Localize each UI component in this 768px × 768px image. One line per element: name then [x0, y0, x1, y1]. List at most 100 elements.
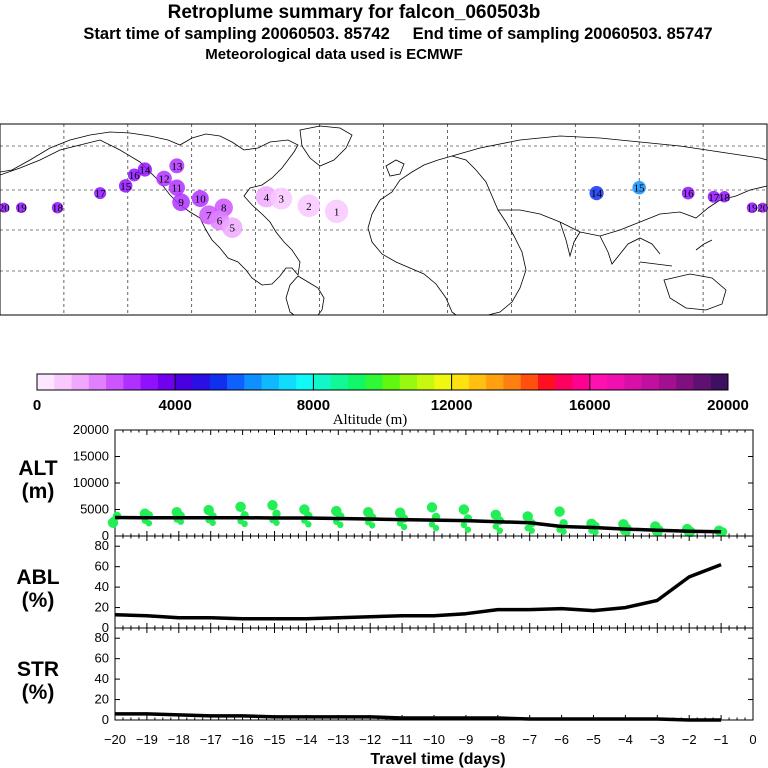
alt-scatter-point — [235, 501, 246, 513]
y-tick-label: 5000 — [80, 502, 109, 517]
alt-scatter-point — [331, 505, 342, 517]
y-axis-label-alt: (m) — [22, 480, 55, 503]
colorbar-swatch — [503, 374, 522, 390]
x-tick-label: −15 — [263, 732, 285, 747]
x-tick-label: −2 — [682, 732, 697, 747]
colorbar-swatch — [140, 374, 159, 390]
alt-scatter-point — [592, 529, 599, 536]
y-axis-label-str: STR — [17, 658, 59, 681]
colorbar-swatch — [641, 374, 660, 390]
plume-label: 11 — [172, 183, 183, 195]
alt-scatter-point — [171, 506, 182, 518]
plume-label: 10 — [195, 194, 207, 206]
plume-label: 13 — [171, 161, 183, 173]
colorbar-tick-label: 0 — [33, 397, 41, 414]
colorbar-swatch — [486, 374, 504, 390]
plume-circle — [156, 170, 172, 187]
colorbar-swatch — [244, 374, 263, 390]
x-tick-label: −13 — [327, 732, 349, 747]
colorbar-swatch — [278, 374, 297, 390]
colorbar-swatch — [296, 374, 314, 390]
colorbar-swatch — [209, 374, 228, 390]
plume-circle — [169, 158, 185, 174]
colorbar-tick-label: 16000 — [569, 397, 611, 414]
alt-scatter-point — [458, 504, 470, 515]
plume-label: 9 — [178, 197, 184, 209]
start-time-label: Start time of sampling 20060503. 85742 — [83, 25, 390, 43]
series-line-abl — [114, 562, 722, 621]
colorbar-swatch — [175, 374, 193, 390]
x-tick-label: −8 — [490, 732, 505, 747]
x-tick-label: −10 — [423, 732, 445, 747]
colorbar-swatch — [537, 374, 556, 390]
x-tick-label: −6 — [554, 732, 569, 747]
colorbar-swatch — [658, 374, 677, 390]
plume-label: 12 — [159, 174, 170, 186]
alt-scatter-point — [177, 518, 184, 525]
y-tick-label: 80 — [95, 630, 109, 645]
y-tick-label: 0 — [102, 528, 109, 543]
colorbar-swatch — [365, 374, 383, 390]
colorbar-swatch — [676, 374, 694, 390]
plume-label: 16 — [683, 188, 695, 200]
y-tick-label: 80 — [95, 538, 109, 553]
plume-circle — [191, 190, 209, 208]
x-tick-label: −3 — [650, 732, 665, 747]
plume-label: 1 — [334, 206, 340, 218]
x-tick-label: −14 — [295, 732, 317, 747]
x-tick-label: −16 — [232, 732, 254, 747]
plume-circle — [632, 180, 646, 195]
panel-frame-str — [114, 627, 754, 721]
y-axis-label-abl: (%) — [22, 589, 55, 612]
y-tick-label: 40 — [95, 671, 109, 686]
alt-scatter-point — [267, 500, 278, 511]
plume-circle — [172, 193, 190, 212]
plume-circle — [94, 187, 107, 200]
alt-scatter-point — [394, 507, 406, 518]
alt-scatter-point — [492, 523, 499, 530]
plume-label: 2 — [306, 201, 312, 213]
colorbar-swatch — [157, 374, 176, 390]
colorbar-swatch — [434, 374, 453, 390]
alt-scatter-point — [305, 521, 312, 528]
colorbar-swatch — [227, 374, 245, 390]
alt-scatter-point — [299, 504, 310, 515]
plume-label: 19 — [16, 203, 28, 215]
alt-scatter-point — [460, 521, 468, 529]
plume-circle — [127, 168, 141, 182]
colorbar-swatch — [261, 374, 280, 390]
plume-label: 15 — [634, 183, 646, 195]
series-line-alt — [114, 515, 722, 534]
alt-scatter-point — [145, 520, 153, 527]
plume-circle — [15, 202, 27, 214]
x-tick-label: −5 — [586, 732, 601, 747]
colorbar-swatch — [607, 374, 625, 390]
colorbar-swatch — [123, 374, 142, 390]
colorbar-swatch — [88, 374, 107, 390]
plume-label: 20 — [0, 203, 10, 215]
colorbar-axis-label: Altitude (m) — [333, 412, 408, 428]
altitude-colorbar: 0 4000 8000 12000 16000 20000 Altitude (m) — [33, 373, 749, 428]
plume-label: 14 — [591, 188, 603, 200]
x-tick-label: −20 — [104, 732, 126, 747]
plume-label: 20 — [757, 203, 768, 215]
alt-scatter-point — [560, 528, 567, 535]
x-tick-label: −11 — [392, 732, 413, 747]
plume-circle — [51, 201, 64, 214]
plume-label: 16 — [129, 170, 141, 182]
colorbar-tick-label: 20000 — [707, 397, 749, 414]
alt-scatter-point — [490, 509, 501, 520]
plume-label: 7 — [206, 210, 212, 222]
colorbar-swatch — [106, 374, 124, 390]
y-tick-label: 15000 — [73, 449, 109, 464]
alt-scatter-point — [522, 511, 533, 522]
plume-circle — [746, 202, 758, 214]
plume-label: 17 — [708, 192, 720, 204]
colorbar-swatch — [693, 374, 712, 390]
colorbar-swatch — [330, 374, 349, 390]
alt-scatter-point — [241, 520, 248, 528]
alt-scatter-point — [624, 529, 631, 537]
